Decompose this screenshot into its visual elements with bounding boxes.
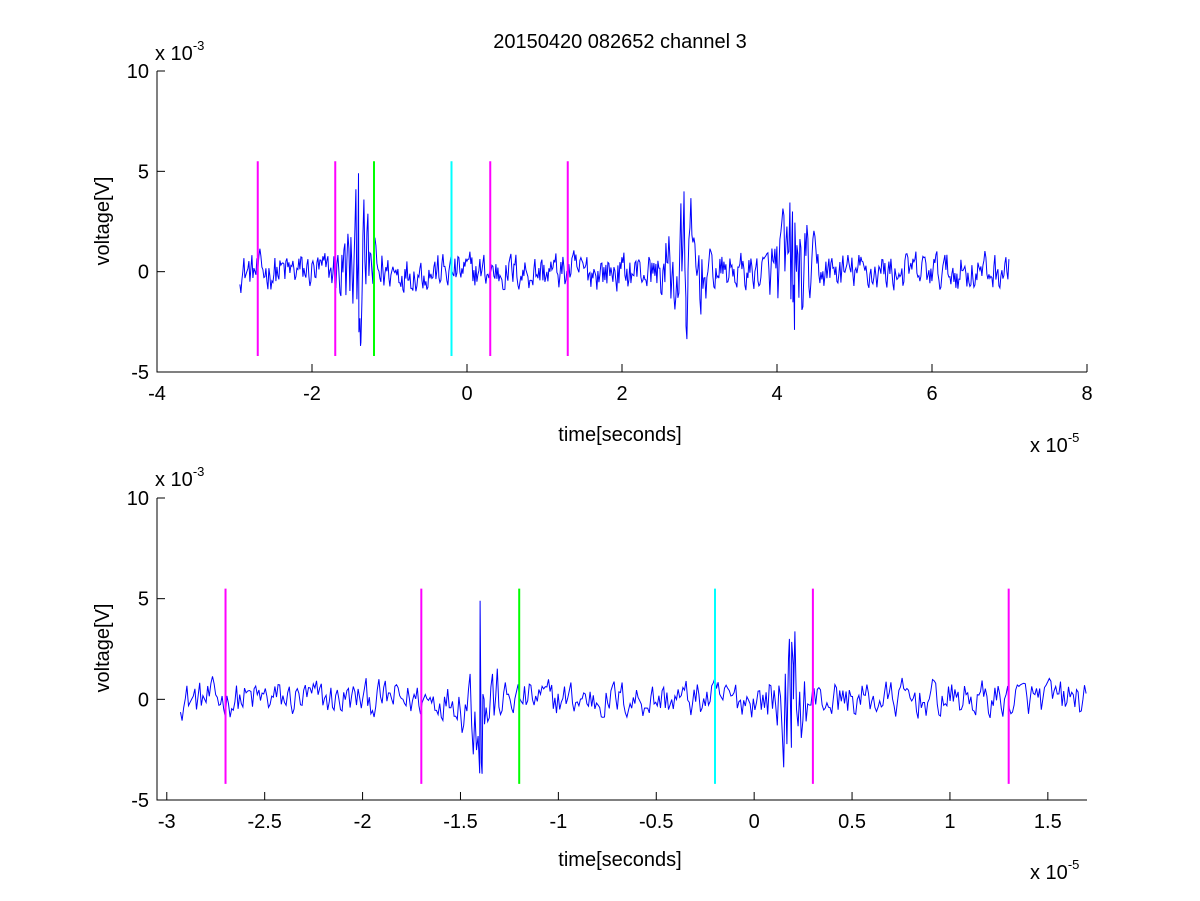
y-tick-label-top: 0 [138,262,149,284]
y-tick-label-top: 5 [138,161,149,183]
x-tick-label-bottom: -3 [158,811,176,833]
y-axis-label-top: voltage[V] [92,177,114,266]
x-axis-label-bottom: time[seconds] [558,849,681,871]
x-tick-label-top: -4 [148,383,166,405]
event-markers-top [256,161,569,356]
subplot-bottom: -3 -2.5 -2 -1.5 -1 -0.5 0 0.5 1 1.5 -5 0 5 10 voltage… [92,464,1087,884]
x-tick-label-top: 4 [771,383,782,405]
x-tick-label-top: -2 [303,383,321,405]
x-tick-label-top: 2 [616,383,627,405]
x-multiplier-bottom: x 10-5 [1030,857,1079,884]
y-tick-label-bottom: 0 [138,689,149,711]
signal-trace-top [239,173,1010,346]
x-tick-label-top: 0 [461,383,472,405]
ticks-top: -4 -2 0 2 4 6 8 -5 0 5 10 [127,61,1093,405]
x-tick-label-bottom: -2 [354,811,372,833]
y-multiplier-top: x 10-3 [155,38,204,65]
signal-line-top [239,173,1010,346]
signal-trace-bottom [180,600,1087,774]
x-multiplier-top: x 10-5 [1030,430,1079,457]
y-tick-label-top: -5 [131,362,149,384]
x-tick-label-top: 8 [1081,383,1092,405]
y-axis-label-bottom: voltage[V] [92,604,114,693]
axes-frame-top [156,71,1087,373]
y-multiplier-bottom: x 10-3 [155,464,204,491]
event-markers-bottom [224,588,1010,784]
x-tick-label-bottom: 0 [749,811,760,833]
x-tick-label-bottom: -0.5 [639,811,673,833]
x-tick-label-bottom: -2.5 [247,811,281,833]
y-tick-label-top: 10 [127,61,149,83]
signal-line-bottom [180,600,1087,774]
x-tick-label-bottom: -1.5 [443,811,477,833]
y-tick-label-bottom: -5 [131,790,149,812]
figure-title: 20150420 082652 channel 3 [493,31,747,53]
x-tick-label-bottom: 1.5 [1034,811,1062,833]
x-tick-label-top: 6 [926,383,937,405]
x-tick-label-bottom: -1 [549,811,567,833]
x-tick-label-bottom: 0.5 [838,811,866,833]
x-tick-label-bottom: 1 [944,811,955,833]
x-axis-label-top: time[seconds] [558,424,681,446]
ticks-bottom: -3 -2.5 -2 -1.5 -1 -0.5 0 0.5 1 1.5 -5 0 5 10 [127,488,1062,833]
subplot-top: -4 -2 0 2 4 6 8 -5 0 5 10 voltage[V] time[seconds]… [92,38,1093,457]
axes-frame-bottom [156,498,1087,801]
y-tick-label-bottom: 5 [138,589,149,611]
y-tick-label-bottom: 10 [127,488,149,510]
